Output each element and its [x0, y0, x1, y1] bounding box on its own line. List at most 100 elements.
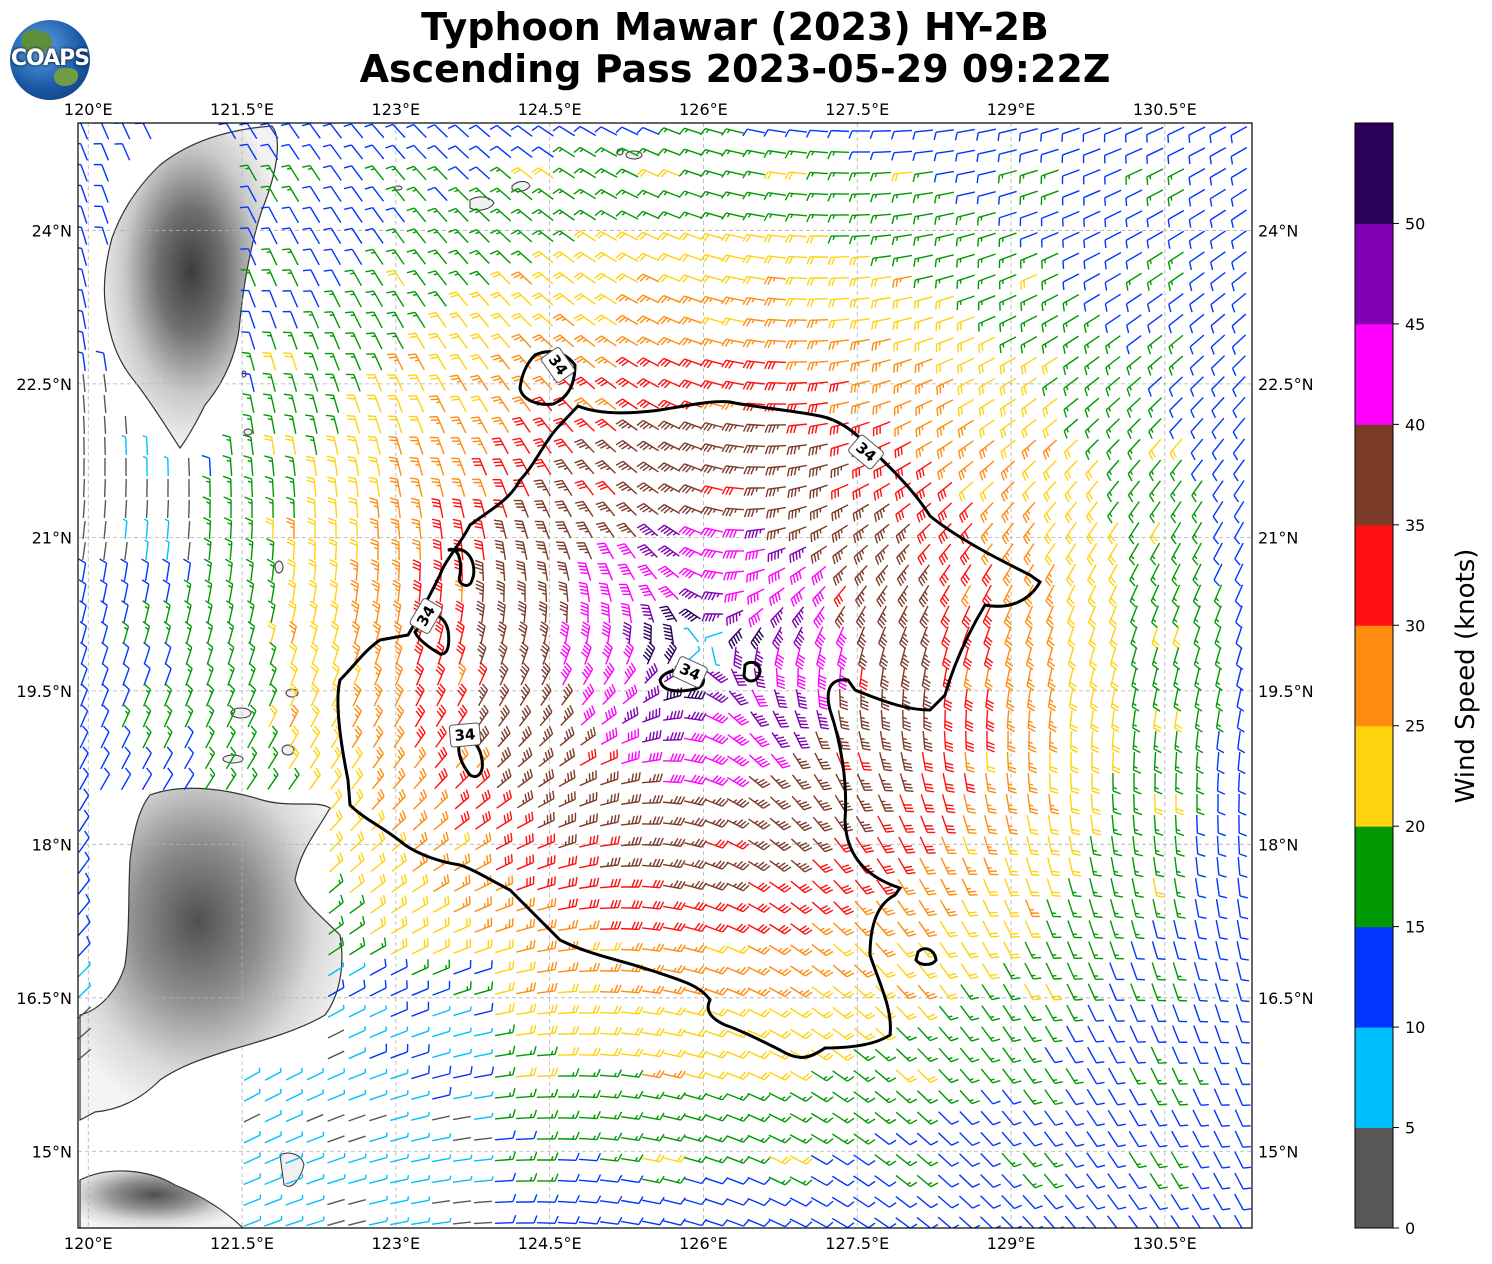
wind-barb [239, 206, 257, 224]
wind-barb [346, 435, 360, 455]
wind-barb [447, 145, 470, 159]
wind-barb [1191, 521, 1203, 545]
wind-barb [531, 167, 554, 179]
wind-barb [788, 526, 807, 542]
wind-barb [891, 150, 913, 161]
wind-barb [934, 191, 954, 204]
wind-barb [957, 378, 975, 396]
wind-barb [956, 295, 975, 311]
wind-barb [427, 207, 448, 223]
wind-barb [307, 517, 316, 540]
wind-barb [260, 185, 279, 203]
wind-barb [1230, 126, 1248, 144]
wind-barb [1167, 126, 1185, 143]
wind-barb [325, 394, 340, 413]
wind-barb [261, 269, 278, 287]
wind-barb [678, 211, 702, 219]
wind-barb [742, 128, 765, 137]
wind-barb [892, 275, 912, 288]
wind-barb [1062, 314, 1080, 333]
wind-barb [343, 123, 364, 139]
wind-barb [870, 234, 892, 245]
wind-barb [1084, 418, 1100, 439]
wind-barb [976, 170, 996, 184]
wind-barb [893, 358, 912, 373]
wind-barb [531, 292, 554, 306]
colorbar-tick-label: 0 [1405, 1219, 1415, 1238]
wind-barb [595, 480, 616, 496]
wind-barb [365, 311, 383, 329]
wind-barb [763, 339, 787, 349]
wind-barb [914, 378, 933, 395]
colorbar-tick-label: 35 [1405, 516, 1425, 535]
lon-tick-label: 123°E [372, 1234, 421, 1253]
wind-barb [491, 437, 509, 455]
wind-barb [365, 269, 384, 287]
wind-barb [489, 229, 512, 243]
wind-barb [827, 235, 850, 244]
wind-barb [678, 442, 702, 452]
wind-barb [346, 414, 361, 434]
wind-barb [304, 393, 319, 413]
wind-barb [764, 382, 787, 391]
wind-barb [807, 381, 829, 392]
wind-barb [595, 521, 615, 538]
wind-barb [700, 443, 723, 453]
wind-barb [239, 185, 257, 203]
wind-barb [510, 208, 533, 222]
wind-barb [323, 185, 342, 202]
wind-barb [344, 269, 363, 287]
wind-barb [1231, 355, 1246, 376]
wind-barb [1148, 418, 1162, 440]
wind-barb [594, 356, 617, 368]
wind-barb [282, 290, 299, 308]
wind-barb [324, 352, 340, 371]
wind-barb [386, 353, 404, 371]
wind-barb [1230, 167, 1248, 186]
wind-barb [534, 520, 550, 539]
wind-barb [1126, 355, 1142, 376]
wind-barb [721, 486, 745, 496]
wind-barb [700, 380, 723, 390]
wind-barb [657, 336, 681, 346]
wind-barb [344, 311, 362, 329]
wind-barb [386, 332, 404, 350]
wind-barb [260, 123, 279, 139]
wind-barb [490, 375, 510, 391]
wind-barb [744, 528, 766, 539]
wind-barb [893, 379, 912, 395]
wind-barb [954, 149, 975, 162]
wind-barb [367, 415, 382, 434]
wind-barb [1018, 148, 1038, 163]
wind-barb [427, 270, 448, 286]
wind-barb [326, 435, 339, 455]
wind-barb [957, 419, 974, 438]
wind-barb [469, 333, 490, 349]
wind-barb [594, 168, 618, 178]
wind-barb [1062, 335, 1079, 354]
wind-barb [657, 211, 681, 219]
wind-barb [1061, 127, 1080, 142]
wind-barb [1041, 273, 1059, 290]
wind-barb [1105, 376, 1121, 397]
wind-barb [1125, 168, 1143, 185]
wind-barb [615, 168, 639, 178]
lon-tick-label: 126°E [679, 1234, 728, 1253]
wind-barb [389, 497, 401, 519]
wind-barb [700, 527, 723, 538]
wind-barb [1231, 292, 1247, 313]
wind-barb [242, 393, 255, 413]
wind-barb [785, 297, 808, 307]
wind-barb [997, 128, 1017, 142]
wind-barb [998, 190, 1017, 205]
colorbar-title: Wind Speed (knots) [1451, 549, 1481, 804]
wind-barb [573, 167, 597, 179]
wind-barb [976, 191, 996, 205]
wind-barb [1189, 334, 1205, 355]
wind-barb [1022, 481, 1036, 503]
contour-label: 34 [448, 722, 482, 748]
wind-barb [428, 353, 447, 371]
wind-barb [531, 313, 554, 327]
wind-barb [303, 290, 320, 308]
wind-barb [554, 479, 573, 496]
